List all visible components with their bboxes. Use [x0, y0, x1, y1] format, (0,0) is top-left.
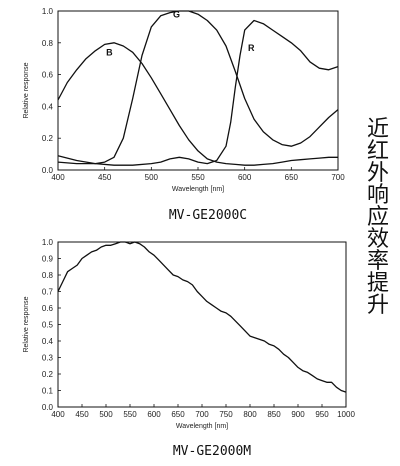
chart-caption: MV-GE2000M — [173, 444, 251, 459]
series-line-g — [57, 10, 339, 165]
series-line-r — [57, 19, 339, 166]
y-tick-label: 0.6 — [42, 71, 54, 80]
x-tick-label: 450 — [75, 410, 89, 419]
x-tick-label: 550 — [123, 410, 137, 419]
x-tick-label: 550 — [191, 173, 205, 182]
side-caption-char: 提 — [367, 271, 389, 296]
x-tick-label: 600 — [238, 173, 252, 182]
x-tick-label: 900 — [291, 410, 305, 419]
side-caption-char: 效 — [367, 227, 389, 252]
y-tick-label: 1.0 — [42, 7, 54, 16]
side-caption-char: 升 — [367, 293, 389, 318]
y-tick-label: 0.8 — [42, 271, 54, 280]
y-tick-label: 0.2 — [42, 370, 54, 379]
y-tick-label: 0.6 — [42, 304, 54, 313]
y-tick-label: 0.1 — [42, 387, 54, 396]
chart-caption: MV-GE2000C — [169, 208, 247, 223]
y-axis-label: Relative response — [23, 62, 30, 118]
x-tick-label: 800 — [243, 410, 257, 419]
y-tick-label: 0.0 — [42, 403, 54, 412]
series-line — [57, 241, 347, 393]
x-axis-label: Wavelength [nm] — [172, 186, 224, 193]
plot-frame — [57, 10, 339, 171]
x-tick-label: 750 — [219, 410, 233, 419]
y-tick-label: 0.4 — [42, 102, 54, 111]
y-tick-label: 0.2 — [42, 134, 54, 143]
y-tick-label: 0.5 — [42, 321, 54, 330]
plot-frame — [57, 241, 347, 408]
y-tick-label: 0.9 — [42, 255, 54, 264]
x-tick-label: 650 — [171, 410, 185, 419]
side-caption-char: 率 — [367, 249, 389, 274]
y-tick-label: 1.0 — [42, 238, 54, 247]
x-axis-label: Wavelength [nm] — [176, 423, 228, 430]
series-label-g: G — [173, 9, 180, 19]
y-axis-label: Relative response — [23, 296, 30, 352]
x-tick-label: 650 — [285, 173, 299, 182]
x-tick-label: 400 — [51, 410, 65, 419]
x-tick-label: 700 — [331, 173, 345, 182]
series-label-r: R — [248, 43, 255, 53]
side-caption-char: 近 — [367, 117, 389, 142]
series-label-b: B — [106, 48, 113, 58]
y-tick-label: 0.0 — [42, 166, 54, 175]
x-tick-label: 1000 — [337, 410, 355, 419]
x-tick-label: 700 — [195, 410, 209, 419]
y-tick-label: 0.3 — [42, 354, 54, 363]
side-caption-char: 红 — [367, 139, 389, 164]
x-tick-label: 400 — [51, 173, 65, 182]
chart-color-response: 400 450 500 550 600 650 7000.00.20.40.60.81.0 … — [23, 7, 345, 223]
x-tick-label: 600 — [147, 410, 161, 419]
series-line-b — [57, 42, 338, 166]
side-caption-char: 外 — [367, 161, 389, 186]
y-tick-label: 0.8 — [42, 39, 54, 48]
side-caption-char: 应 — [367, 205, 389, 230]
side-caption-char: 响 — [367, 183, 389, 208]
y-tick-label: 0.7 — [42, 288, 54, 297]
chart-mono-response: 400 450 500 550 600 650 700 750 800 850 900 950 1000… — [23, 238, 355, 459]
x-tick-label: 850 — [267, 410, 281, 419]
x-tick-label: 950 — [315, 410, 329, 419]
x-tick-label: 500 — [145, 173, 159, 182]
y-tick-label: 0.4 — [42, 337, 54, 346]
x-tick-label: 450 — [98, 173, 112, 182]
x-tick-label: 500 — [99, 410, 113, 419]
